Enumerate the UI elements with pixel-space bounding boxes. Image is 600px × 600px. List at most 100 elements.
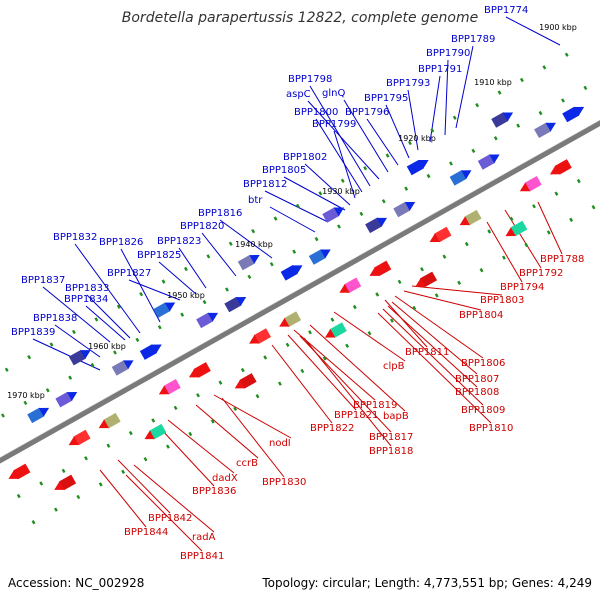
forward-gene-block: [308, 249, 326, 265]
forward-gene-arrow: [164, 302, 176, 312]
forward-gene-arrow: [573, 106, 585, 116]
leader-aspc: [307, 100, 380, 180]
track-dot-3: [389, 318, 394, 323]
track-dot-2: [151, 418, 156, 423]
forward-gene-block: [406, 159, 424, 176]
reverse-gene-block: [193, 362, 211, 378]
track-dot-2: [61, 468, 66, 474]
track-dot-2: [196, 393, 200, 398]
track-dot-2: [285, 342, 290, 348]
forward-gene-arrow: [207, 312, 219, 322]
gene-label-bpp1806: BPP1806: [461, 358, 505, 369]
track-dot-0: [72, 329, 76, 335]
track-dot-1: [247, 274, 252, 280]
gene-label-clpb: clpB: [383, 361, 405, 372]
gene-label-bpp1818: BPP1818: [369, 446, 413, 457]
track-dot-2: [173, 405, 178, 411]
reverse-gene-arrow: [98, 419, 110, 429]
reverse-gene-arrow: [54, 481, 65, 490]
track-dot-2: [352, 304, 357, 310]
gene-label-bpp1805: BPP1805: [262, 165, 306, 176]
track-dot-1: [135, 337, 140, 343]
forward-gene-arrow: [461, 170, 472, 180]
gene-label-bpp1844: BPP1844: [124, 527, 168, 538]
track-dot-0: [340, 178, 345, 183]
forward-gene-block: [477, 154, 495, 170]
gene-label-bpp1812: BPP1812: [243, 179, 287, 190]
forward-gene-block: [449, 169, 467, 186]
track-dot-3: [501, 255, 506, 260]
track-dot-2: [330, 317, 335, 322]
forward-gene-arrow: [151, 344, 162, 354]
gene-label-bpp1810: BPP1810: [469, 423, 513, 434]
tick-label-1920-kbp: 1920 kbp: [398, 134, 436, 143]
gene-label-bpp1822: BPP1822: [310, 423, 354, 434]
leader-bpp1842: [117, 459, 171, 514]
leader-dadx: [167, 419, 235, 474]
reverse-gene-arrow: [415, 278, 426, 287]
forward-gene-arrow: [545, 122, 556, 132]
track-dot-2: [84, 456, 88, 461]
gene-label-bpp1837: BPP1837: [21, 275, 65, 286]
track-dot-0: [27, 355, 32, 360]
leader-bpp1795: [385, 104, 410, 159]
leader-rada: [133, 464, 215, 533]
reverse-gene-block: [59, 474, 77, 491]
forward-gene-arrow: [376, 217, 388, 227]
gene-label-bpp1802: BPP1802: [283, 152, 327, 163]
track-dot-0: [385, 153, 390, 158]
reverse-gene-arrow: [459, 216, 470, 226]
forward-gene-block: [393, 201, 411, 218]
leader-glnq: [343, 99, 389, 173]
track-dot-2: [576, 178, 581, 184]
reverse-gene-block: [510, 220, 528, 237]
forward-gene-block: [139, 344, 157, 360]
forward-gene-arrow: [320, 249, 331, 259]
forward-gene-arrow: [502, 112, 514, 122]
leader-bpp1818: [303, 337, 392, 447]
track-dot-2: [464, 241, 469, 247]
gene-label-bpp1839: BPP1839: [11, 327, 55, 338]
track-dot-1: [157, 325, 162, 330]
forward-gene-arrow: [249, 255, 260, 264]
reverse-gene-block: [554, 159, 572, 175]
reverse-gene-block: [13, 463, 31, 480]
reverse-gene-block: [73, 429, 91, 446]
gene-label-bpp1838: BPP1838: [33, 313, 77, 324]
track-dot-3: [300, 368, 305, 374]
track-dot-1: [292, 249, 297, 254]
gene-label-bpp1790: BPP1790: [426, 48, 470, 59]
track-dot-3: [434, 293, 439, 298]
gene-label-bapb: bapB: [383, 411, 409, 422]
leader-bpp1822: [271, 344, 333, 424]
leader-bpp1820: [201, 232, 237, 277]
gene-label-dadx: dadX: [212, 473, 238, 484]
reverse-gene-arrow: [549, 165, 561, 175]
track-dot-0: [430, 128, 435, 133]
gene-label-bpp1830: BPP1830: [262, 477, 306, 488]
track-dot-3: [255, 394, 260, 399]
gene-features: [8, 106, 585, 491]
reverse-gene-block: [239, 373, 257, 389]
gene-label-bpp1817: BPP1817: [369, 432, 413, 443]
leader-bpp1825: [158, 261, 197, 295]
track-dot-0: [273, 216, 278, 221]
track-dot-0: [408, 140, 412, 146]
reverse-gene-arrow: [279, 317, 290, 327]
gene-label-bpp1795: BPP1795: [364, 93, 408, 104]
track-dot-3: [210, 419, 215, 424]
forward-gene-block: [365, 217, 383, 234]
track-dot-1: [23, 400, 28, 406]
gene-label-glnq: glnQ: [322, 88, 345, 99]
leader-bpp1812: [264, 190, 329, 223]
track-dot-3: [345, 343, 350, 348]
track-dot-1: [45, 388, 50, 393]
gene-labels: BPP1774 BPP1789 BPP1790 BPP1791 BPP1793 BPP17…: [11, 5, 584, 562]
reverse-gene-arrow: [234, 379, 246, 389]
track-dot-0: [475, 103, 480, 108]
gene-label-bpp1825: BPP1825: [137, 250, 181, 261]
leader-bpp1836: [159, 427, 215, 487]
tick-label-1940-kbp: 1940 kbp: [235, 240, 273, 249]
leader-bpp1798: [309, 85, 371, 187]
leader-bpp1799: [333, 130, 356, 199]
